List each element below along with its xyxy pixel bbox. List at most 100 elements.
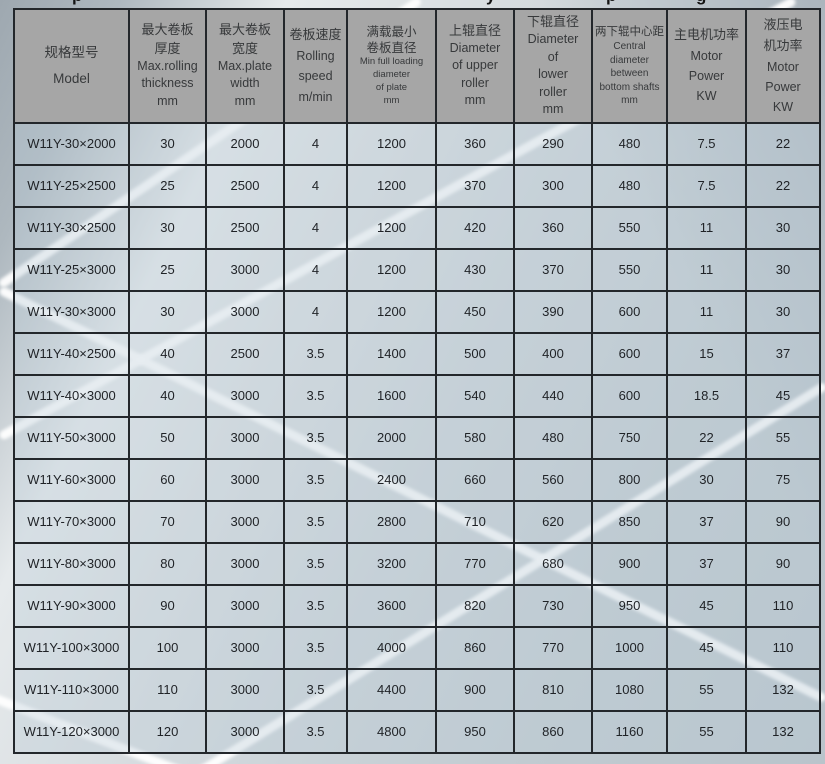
cell-max-plate-width: 3000 <box>205 583 285 628</box>
cell-max-rolling-thickness: 60 <box>128 457 207 502</box>
cell-central-distance-bottom-shafts: 750 <box>591 415 668 460</box>
header-line: 满载最小 <box>366 24 417 39</box>
table-row: W11Y-120×3000 120 3000 3.5 4800 950 860 1160 55 1… <box>13 709 821 754</box>
cell-max-rolling-thickness: 30 <box>128 289 207 334</box>
cell-max-rolling-thickness: 70 <box>128 499 207 544</box>
header-line: 厚度 <box>154 40 181 56</box>
cell-rolling-speed: 3.5 <box>283 625 348 670</box>
header-line: mm <box>621 95 638 107</box>
cell-lower-roller-diameter: 300 <box>513 163 593 208</box>
cell-rolling-speed: 4 <box>283 247 348 292</box>
cell-min-full-loading-diameter: 1200 <box>346 163 437 208</box>
cell-model: W11Y-110×3000 <box>13 667 130 712</box>
cell-main-motor-power: 11 <box>666 247 747 292</box>
header-line: Min full loading <box>359 56 424 68</box>
cell-upper-roller-diameter: 770 <box>435 541 515 586</box>
cell-rolling-speed: 4 <box>283 163 348 208</box>
table-row: W11Y-40×3000 40 3000 3.5 1600 540 440 600 18.5 45 <box>13 373 821 418</box>
cell-model: W11Y-25×2500 <box>13 163 130 208</box>
cell-main-motor-power: 37 <box>666 499 747 544</box>
header-line: 规格型号 <box>44 45 99 61</box>
cell-upper-roller-diameter: 540 <box>435 373 515 418</box>
cell-central-distance-bottom-shafts: 950 <box>591 583 668 628</box>
cell-central-distance-bottom-shafts: 1080 <box>591 667 668 712</box>
column-header-min-full-loading-diameter: 满载最小 卷板直径 Min full loading diameter of plate… <box>346 8 437 124</box>
column-header-main-motor-power: 主电机功率 Motor Power KW <box>666 8 747 124</box>
cell-lower-roller-diameter: 400 <box>513 331 593 376</box>
cell-max-plate-width: 3000 <box>205 541 285 586</box>
cell-hydraulic-motor-power: 110 <box>745 583 821 628</box>
cell-min-full-loading-diameter: 3600 <box>346 583 437 628</box>
header-line: Diameter <box>449 40 501 55</box>
title-descender-fragment: p <box>72 0 82 6</box>
cell-min-full-loading-diameter: 2400 <box>346 457 437 502</box>
header-line: 卷板直径 <box>366 41 417 56</box>
table-row: W11Y-25×2500 25 2500 4 1200 370 300 480 7.5 22 <box>13 163 821 208</box>
column-header-upper-roller-diameter: 上辊直径 Diameter of upper roller mm <box>435 8 515 124</box>
cell-model: W11Y-120×3000 <box>13 709 130 754</box>
cell-hydraulic-motor-power: 37 <box>745 331 821 376</box>
cell-upper-roller-diameter: 710 <box>435 499 515 544</box>
cell-max-plate-width: 2500 <box>205 331 285 376</box>
cell-main-motor-power: 30 <box>666 457 747 502</box>
cell-main-motor-power: 55 <box>666 709 747 754</box>
column-header-max-rolling-thickness: 最大卷板 厚度 Max.rolling thickness mm <box>128 8 207 124</box>
header-line: of plate <box>375 82 408 94</box>
header-line: Motor <box>767 59 799 74</box>
cell-hydraulic-motor-power: 22 <box>745 163 821 208</box>
column-header-max-plate-width: 最大卷板 宽度 Max.plate width mm <box>205 8 285 124</box>
cell-central-distance-bottom-shafts: 800 <box>591 457 668 502</box>
table-row: W11Y-110×3000 110 3000 3.5 4400 900 810 1080 55 1… <box>13 667 821 712</box>
header-line: Model <box>53 70 90 86</box>
header-row: 规格型号 Model 最大卷板 厚度 Max.rolling thickness mm 最大卷… <box>13 8 821 124</box>
cell-max-rolling-thickness: 110 <box>128 667 207 712</box>
header-line: Max.plate <box>217 58 273 73</box>
cell-min-full-loading-diameter: 4000 <box>346 625 437 670</box>
cell-lower-roller-diameter: 860 <box>513 709 593 754</box>
cell-upper-roller-diameter: 420 <box>435 205 515 250</box>
cell-max-rolling-thickness: 50 <box>128 415 207 460</box>
table-row: W11Y-25×3000 25 3000 4 1200 430 370 550 11 30 <box>13 247 821 292</box>
cell-main-motor-power: 18.5 <box>666 373 747 418</box>
cell-model: W11Y-40×3000 <box>13 373 130 418</box>
cell-rolling-speed: 3.5 <box>283 373 348 418</box>
cell-lower-roller-diameter: 810 <box>513 667 593 712</box>
cell-model: W11Y-90×3000 <box>13 583 130 628</box>
cell-model: W11Y-30×2000 <box>13 121 130 166</box>
cell-hydraulic-motor-power: 45 <box>745 373 821 418</box>
cell-rolling-speed: 4 <box>283 289 348 334</box>
cell-model: W11Y-60×3000 <box>13 457 130 502</box>
header-line: 卷板速度 <box>289 27 342 43</box>
cell-max-plate-width: 2000 <box>205 121 285 166</box>
cell-central-distance-bottom-shafts: 600 <box>591 289 668 334</box>
cell-lower-roller-diameter: 370 <box>513 247 593 292</box>
cell-central-distance-bottom-shafts: 480 <box>591 163 668 208</box>
cell-main-motor-power: 45 <box>666 583 747 628</box>
cell-lower-roller-diameter: 680 <box>513 541 593 586</box>
cell-max-plate-width: 3000 <box>205 415 285 460</box>
cell-upper-roller-diameter: 580 <box>435 415 515 460</box>
cell-rolling-speed: 3.5 <box>283 457 348 502</box>
header-line: mm <box>542 102 564 117</box>
header-line: lower <box>538 67 568 82</box>
cell-rolling-speed: 4 <box>283 121 348 166</box>
cell-hydraulic-motor-power: 30 <box>745 289 821 334</box>
cell-main-motor-power: 55 <box>666 667 747 712</box>
header-line: 上辊直径 <box>448 22 501 38</box>
cell-max-rolling-thickness: 40 <box>128 373 207 418</box>
title-descender-fragment: g <box>696 0 706 6</box>
title-descender-fragment: p <box>606 0 616 6</box>
header-line: Rolling <box>296 48 335 63</box>
header-line: roller <box>461 75 489 90</box>
column-header-model: 规格型号 Model <box>13 8 130 124</box>
column-header-hydraulic-motor-power: 液压电 机功率 Motor Power KW <box>745 8 821 124</box>
header-line: 最大卷板 <box>141 22 194 38</box>
cell-hydraulic-motor-power: 110 <box>745 625 821 670</box>
cell-model: W11Y-80×3000 <box>13 541 130 586</box>
cell-main-motor-power: 11 <box>666 205 747 250</box>
cell-upper-roller-diameter: 660 <box>435 457 515 502</box>
header-line: KW <box>696 89 717 104</box>
cell-main-motor-power: 15 <box>666 331 747 376</box>
cell-model: W11Y-30×2500 <box>13 205 130 250</box>
table-row: W11Y-100×3000 100 3000 3.5 4000 860 770 1000 45 1… <box>13 625 821 670</box>
